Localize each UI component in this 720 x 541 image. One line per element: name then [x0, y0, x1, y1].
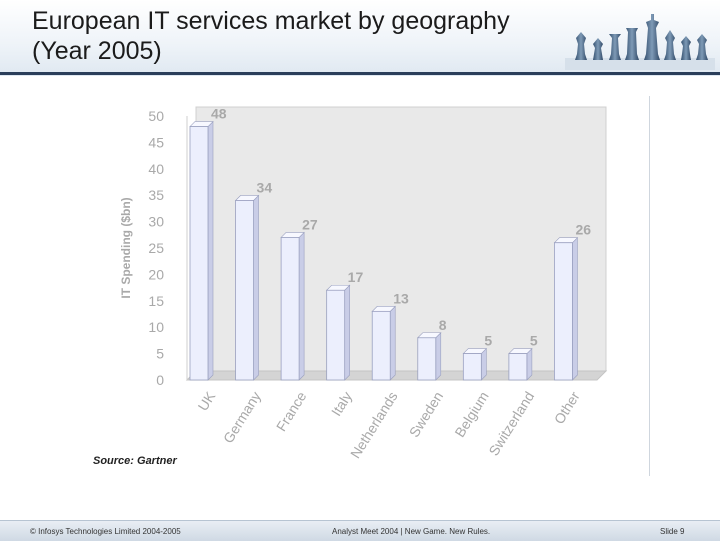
- bar: [189, 126, 209, 381]
- y-tick-label: 45: [148, 134, 164, 150]
- bar-side: [526, 347, 533, 381]
- bar-side: [481, 347, 487, 381]
- y-tick-label: 0: [156, 372, 164, 388]
- bar-side: [207, 120, 214, 381]
- data-label: 48: [211, 106, 227, 122]
- y-tick-label: 50: [148, 108, 164, 124]
- bar: [371, 310, 391, 381]
- x-tick-label: Switzerland: [485, 389, 537, 459]
- footer-slide-number: Slide 9: [660, 527, 685, 536]
- slide-title: European IT services market by geography…: [32, 7, 510, 65]
- y-tick-label: 10: [148, 319, 164, 335]
- y-tick-label: 40: [148, 161, 164, 177]
- x-tick-label: Netherlands: [347, 389, 401, 462]
- data-label: 34: [257, 179, 273, 195]
- bar: [554, 242, 573, 381]
- footer-event: Analyst Meet 2004 | New Game. New Rules.: [332, 527, 491, 536]
- chess-pieces-image: [565, 14, 715, 70]
- slide-footer: © Infosys Technologies Limited 2004-2005…: [0, 520, 720, 541]
- data-label: 8: [439, 317, 447, 333]
- bar-side: [435, 332, 442, 381]
- y-tick-label: 25: [148, 240, 164, 256]
- data-label: 26: [575, 222, 591, 238]
- x-tick-label: Italy: [328, 389, 355, 419]
- x-tick-label: Belgium: [451, 389, 491, 440]
- bar-side: [298, 231, 305, 381]
- y-tick-label: 35: [148, 187, 164, 203]
- x-tick-label: France: [273, 388, 310, 434]
- data-label: 17: [348, 269, 364, 285]
- bar: [326, 289, 346, 381]
- x-tick-label: Other: [551, 388, 583, 426]
- vertical-divider: [649, 96, 650, 476]
- y-tick-label: 5: [156, 346, 164, 362]
- x-tick-label: Germany: [220, 389, 264, 446]
- bar-side: [389, 305, 396, 381]
- bar-side: [572, 236, 578, 381]
- y-axis-title: IT Spending ($bn): [119, 197, 133, 298]
- y-tick-label: 30: [148, 214, 164, 230]
- y-tick-label: 20: [148, 266, 164, 282]
- data-label: 27: [302, 216, 318, 232]
- y-tick-label: 15: [148, 293, 164, 309]
- header-rule: [0, 72, 720, 75]
- bar: [417, 337, 437, 381]
- footer-copyright: © Infosys Technologies Limited 2004-2005: [30, 527, 181, 536]
- data-label: 5: [484, 333, 492, 349]
- bar: [508, 353, 528, 381]
- data-label: 5: [530, 333, 538, 349]
- source-note: Source: Gartner: [93, 455, 177, 467]
- bar-side: [253, 194, 259, 381]
- x-tick-label: Sweden: [406, 389, 446, 440]
- bar-chart: 0 5 10 15 20 25 30 35 40 45 50 IT Spending ($bn) 48 U…: [119, 106, 608, 462]
- bar: [462, 353, 482, 381]
- data-label: 13: [393, 290, 409, 306]
- x-tick-label: UK: [194, 388, 218, 414]
- bar: [235, 200, 254, 381]
- bar-side: [344, 284, 350, 381]
- bar: [280, 237, 300, 381]
